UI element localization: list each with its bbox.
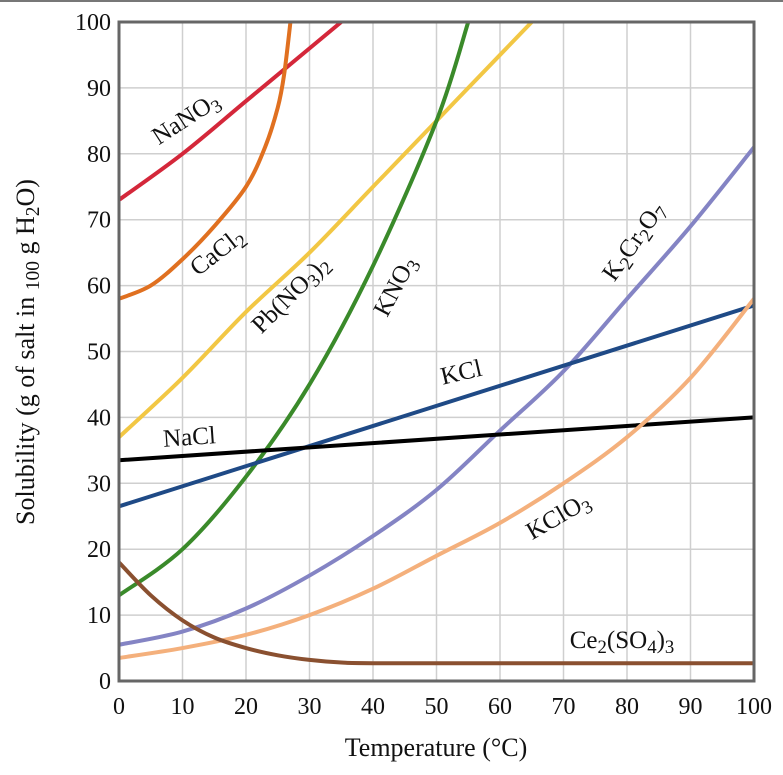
x-tick-label: 80 [615,694,639,720]
x-tick-label: 0 [113,694,125,720]
x-tick-label: 70 [552,694,576,720]
x-tick-label: 40 [361,694,385,720]
x-tick-label: 100 [736,694,772,720]
series-line-kno3 [119,22,471,598]
y-tick-label: 0 [99,669,111,695]
x-axis-title: Temperature (°C) [345,733,528,762]
y-tick-label: 30 [87,471,111,497]
y-tick-label: 20 [87,537,111,563]
curve-label-nacl: NaCl [162,422,217,453]
x-tick-label: 10 [171,694,195,720]
y-tick-label: 40 [87,405,111,431]
x-tick-label: 60 [488,694,512,720]
series-line-kcl [119,303,754,509]
series-line-k2cr2o7 [119,145,754,647]
curves [119,22,754,666]
curve-label-nano3: NaNO3 [147,87,226,153]
x-tick-label: 50 [425,694,449,720]
curve-label-kclo3: KClO3 [522,488,597,549]
x-tick-label: 90 [679,694,703,720]
series-line-ce2-so4-3 [119,560,754,666]
y-tick-label: 70 [87,208,111,234]
curve-label-kcl: KCl [438,355,485,391]
x-tick-label: 30 [298,694,322,720]
curve-label-cacl2: CaCl2 [185,223,252,285]
plot-frame [117,20,756,683]
y-axis-title: Solubility (g of salt in 100 g H2O) [11,179,44,525]
x-tick-label: 20 [234,694,258,720]
y-tick-label: 60 [87,274,111,300]
y-tick-label: 100 [75,10,111,36]
series-line-kclo3 [119,296,754,660]
series-line-pb-no3-2 [119,22,534,440]
curve-label-kno3: KNO3 [369,252,426,323]
curve-label-ce2-so4-3: Ce2(SO4)3 [570,627,675,658]
y-tick-label: 10 [87,603,111,629]
y-tick-label: 50 [87,340,111,366]
series-line-nano3 [119,22,344,202]
y-tick-label: 80 [87,142,111,168]
series-line-cacl2 [119,22,293,301]
ticks: 0 10 20 30 40 50 60 70 80 90 100 0 10 20 30 40 50 60 70 80 9… [75,10,772,720]
series-line-nacl [119,415,754,463]
y-tick-label: 90 [87,76,111,102]
curve-label-k2cr2o7: K2Cr2O7 [597,197,673,288]
